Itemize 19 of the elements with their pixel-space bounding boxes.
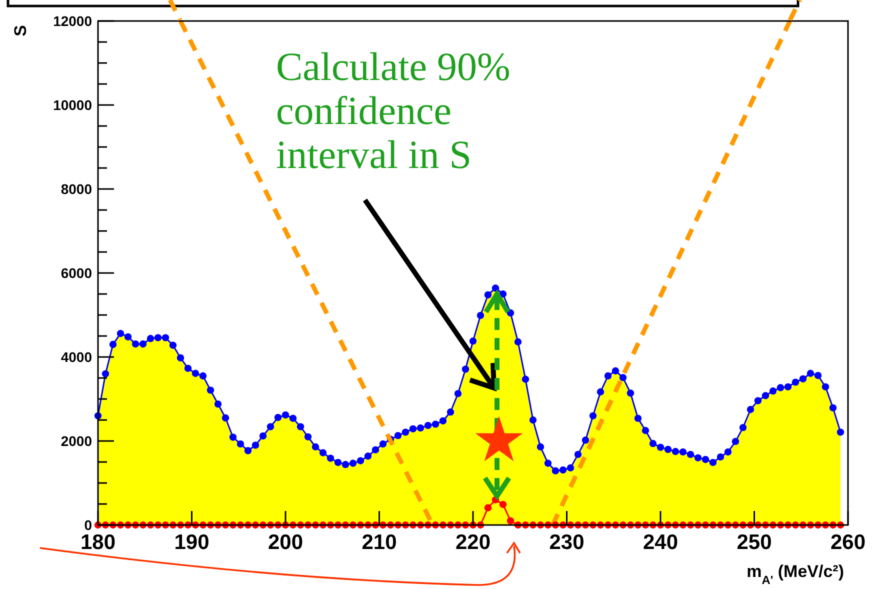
x-axis-title: m$_{A'}$ (MeV/c²) bbox=[746, 562, 844, 587]
x-tick-label: 240 bbox=[642, 531, 678, 554]
x-tick-label: 260 bbox=[830, 531, 866, 554]
x-tick-label: 180 bbox=[80, 531, 116, 554]
x-tick-label: 200 bbox=[268, 531, 304, 554]
y-tick-label: 8000 bbox=[60, 180, 92, 197]
x-tick-label: 230 bbox=[549, 531, 584, 554]
y-tick-label: 0 bbox=[84, 516, 92, 533]
x-tick-label: 190 bbox=[174, 531, 210, 554]
x-tick-label: 250 bbox=[736, 531, 772, 554]
x-tick-label: 220 bbox=[455, 531, 491, 554]
y-tick-label: 10000 bbox=[53, 96, 92, 113]
y-axis-title: S bbox=[11, 25, 30, 36]
annotation: Calculate 90% confidence interval in S bbox=[276, 44, 510, 177]
x-tick-label: 210 bbox=[362, 531, 397, 554]
y-tick-label: 6000 bbox=[60, 264, 92, 281]
y-tick-label: 4000 bbox=[60, 348, 92, 365]
y-tick-label: 12000 bbox=[53, 12, 92, 29]
y-tick-label: 2000 bbox=[60, 432, 92, 449]
